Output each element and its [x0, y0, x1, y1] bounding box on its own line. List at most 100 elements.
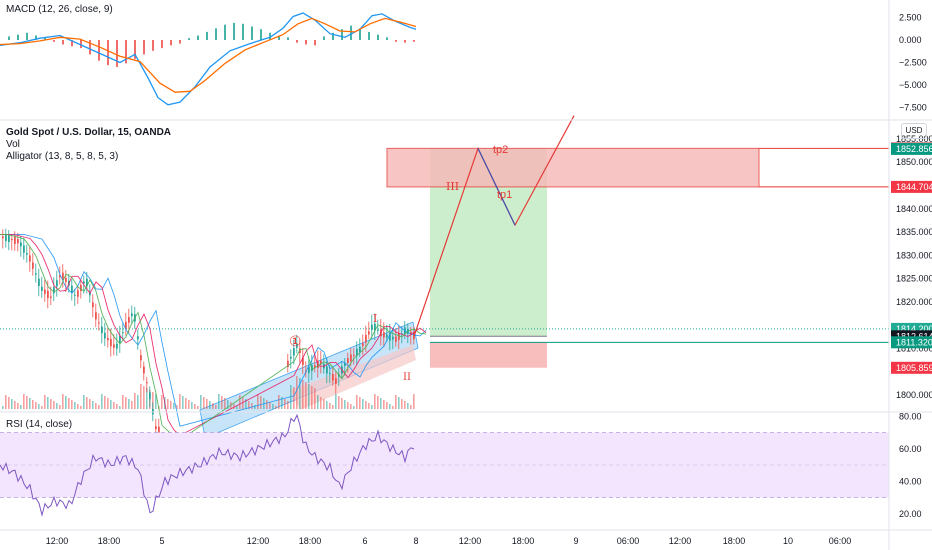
currency-button[interactable]: USD	[901, 123, 927, 139]
macd-label[interactable]: MACD (12, 26, close, 9)	[6, 4, 113, 15]
volume-bar	[206, 399, 208, 409]
candle-body	[140, 355, 142, 361]
time-axis-label: 18:00	[512, 536, 535, 546]
volume-bar	[125, 397, 127, 409]
volume-bar	[38, 404, 40, 409]
candle-body	[17, 239, 19, 244]
annotation-wave-ii: II	[403, 372, 411, 383]
volume-bar	[224, 398, 226, 409]
annotation-wave-iii: III	[446, 180, 459, 193]
symbol-label[interactable]: Gold Spot / U.S. Dollar, 15, OANDA	[6, 127, 172, 138]
rsi-pane	[0, 413, 889, 517]
volume-bar	[140, 384, 142, 409]
macd-histogram-bar	[314, 40, 316, 46]
macd-histogram-bar	[233, 22, 235, 40]
vol-label[interactable]: Vol	[6, 139, 20, 150]
candle-body	[86, 278, 88, 287]
volume-bar	[185, 398, 187, 409]
candle-body	[59, 275, 61, 278]
macd-histogram-bar	[404, 40, 406, 43]
volume-bar	[359, 397, 361, 409]
alligator-label[interactable]: Alligator (13, 8, 5, 8, 5, 3)	[6, 151, 119, 162]
volume-bar	[77, 404, 79, 409]
time-axis-label: 18:00	[299, 536, 322, 546]
volume-bar	[23, 394, 25, 409]
volume-bar	[92, 401, 94, 409]
candle-body	[374, 323, 376, 331]
volume-bar	[413, 394, 415, 409]
volume-bar	[122, 395, 124, 409]
volume-bar	[278, 395, 280, 409]
candle-body	[125, 321, 127, 329]
candle-body	[53, 287, 55, 294]
macd-histogram-bar	[188, 38, 190, 40]
signal-line	[0, 17, 417, 93]
macd-histogram-bar	[413, 40, 415, 42]
volume-bar	[83, 395, 85, 409]
volume-bar	[11, 399, 13, 409]
price-tag-label: 1814.200	[896, 324, 932, 334]
volume-bar	[200, 395, 202, 409]
macd-histogram-bar	[296, 40, 298, 43]
candle-body	[44, 289, 46, 294]
candle-body	[35, 273, 37, 275]
macd-histogram-bar	[107, 40, 109, 66]
time-axis-label: 8	[413, 536, 418, 546]
candle-body	[77, 290, 79, 297]
volume-bar	[362, 399, 364, 409]
volume-bar	[338, 396, 340, 409]
candle-body	[314, 365, 316, 368]
price-tag-label: 1805.859	[896, 363, 932, 373]
macd-line	[0, 12, 417, 106]
candle-body	[116, 343, 118, 349]
volume-bar	[368, 403, 370, 409]
volume-bar	[71, 400, 73, 409]
candle-body	[299, 348, 301, 353]
volume-bar	[293, 387, 295, 409]
macd-histogram-bar	[206, 31, 208, 40]
volume-bar	[104, 396, 106, 409]
volume-bar	[299, 378, 301, 409]
price-tag-label: 1844.704	[896, 182, 932, 192]
volume-bar	[356, 395, 358, 409]
macd-histogram-bar	[323, 36, 325, 40]
candle-body	[128, 317, 130, 323]
candle-body	[50, 296, 52, 298]
candle-body	[353, 354, 355, 356]
candle-body	[113, 344, 115, 348]
volume-bar	[182, 396, 184, 409]
macd-histogram-bar	[89, 40, 91, 55]
candle-body	[38, 278, 40, 286]
macd-histogram-bar	[287, 37, 289, 40]
candle-body	[296, 343, 298, 348]
candle-body	[56, 280, 58, 287]
macd-histogram-bar	[368, 31, 370, 40]
volume-bar	[215, 405, 217, 409]
time-axis-label: 06:00	[829, 536, 852, 546]
rsi-label[interactable]: RSI (14, close)	[6, 419, 73, 430]
macd-tick-label: −2.500	[899, 58, 927, 68]
macd-histogram-bar	[17, 34, 19, 40]
volume-bar	[365, 401, 367, 409]
rsi-tick-label: 60.00	[899, 444, 922, 454]
volume-bar	[14, 401, 16, 409]
volume-bar	[239, 395, 241, 409]
volume-bar	[68, 398, 70, 409]
volume-bar	[62, 394, 64, 409]
candle-body	[119, 335, 121, 343]
candle-body	[290, 356, 292, 359]
macd-tick-label: 2.500	[899, 13, 922, 23]
macd-histogram-bar	[260, 29, 262, 40]
candle-body	[23, 245, 25, 253]
macd-histogram-bar	[53, 40, 55, 42]
candle-body	[356, 348, 358, 356]
candle-body	[110, 338, 112, 347]
candle-body	[8, 235, 10, 242]
volume-bar	[389, 404, 391, 409]
volume-bar	[35, 402, 37, 409]
candle-body	[149, 392, 151, 400]
volume-bar	[326, 401, 328, 409]
macd-histogram-bar	[170, 40, 172, 46]
